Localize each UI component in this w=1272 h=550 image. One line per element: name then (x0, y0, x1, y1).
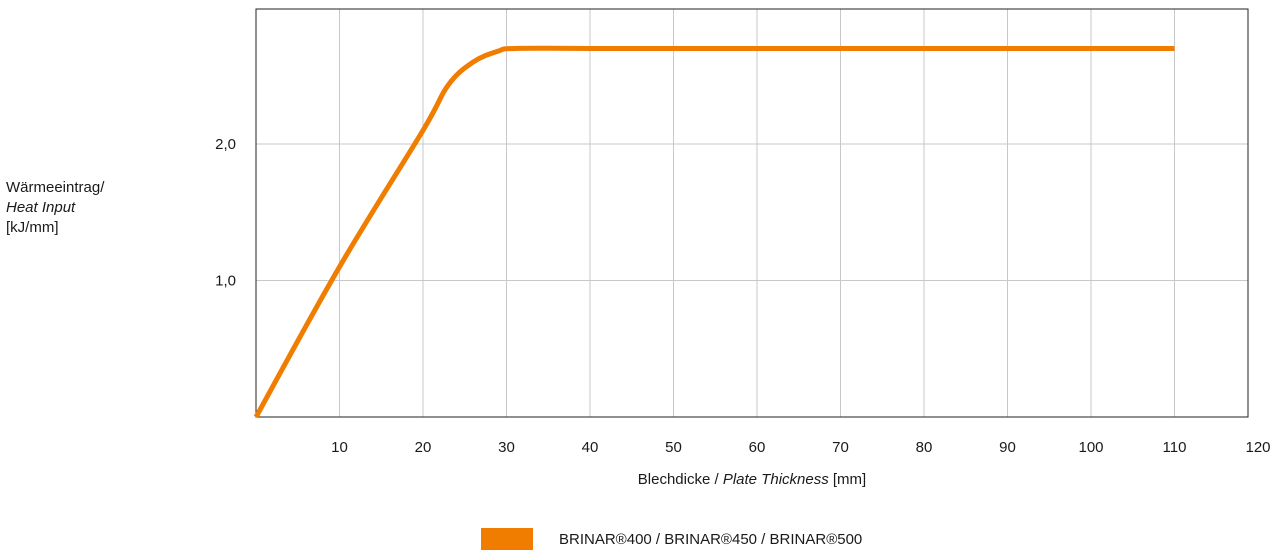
x-tick-label-110: 110 (1163, 439, 1187, 456)
y-axis-label-line2: Heat Input (6, 199, 76, 216)
grid-lines (256, 9, 1248, 417)
x-tick-label-60: 60 (749, 439, 766, 456)
x-axis-label-unit: [mm] (828, 471, 867, 488)
x-axis-label-sep: / (710, 471, 723, 488)
x-axis-label-de: Blechdicke (637, 471, 711, 488)
y-axis-label-line1: Wärmeeintrag/ (6, 179, 105, 196)
x-tick-label-70: 70 (832, 439, 849, 456)
x-tick-label-10: 10 (331, 439, 348, 456)
x-tick-label-90: 90 (999, 439, 1016, 456)
series-lines (253, 45, 1175, 419)
y-tick-label-0: 1,0 (215, 273, 236, 290)
y-axis-label: Wärmeeintrag/ Heat Input [kJ/mm] (6, 178, 104, 238)
x-axis-label: Blechdicke / Plate Thickness [mm] (256, 471, 1248, 488)
legend-label: BRINAR®400 / BRINAR®450 / BRINAR®500 (559, 531, 863, 548)
y-tick-label-1: 2,0 (215, 136, 236, 153)
tick-labels: 10 20 30 40 50 60 70 80 90 100 110 120 1,0 2,0 (215, 136, 1270, 456)
x-axis-label-en: Plate Thickness (722, 471, 829, 488)
x-tick-label-30: 30 (498, 439, 515, 456)
legend-swatch (481, 528, 533, 550)
x-tick-label-50: 50 (665, 439, 682, 456)
x-tick-label-40: 40 (582, 439, 599, 456)
plot-frame (255, 8, 1249, 418)
y-axis-label-line3: [kJ/mm] (6, 219, 59, 236)
x-tick-label-100: 100 (1078, 439, 1103, 456)
series-line-0 (253, 45, 1175, 419)
x-tick-label-120: 120 (1245, 439, 1270, 456)
x-tick-label-80: 80 (916, 439, 933, 456)
x-tick-label-20: 20 (415, 439, 432, 456)
